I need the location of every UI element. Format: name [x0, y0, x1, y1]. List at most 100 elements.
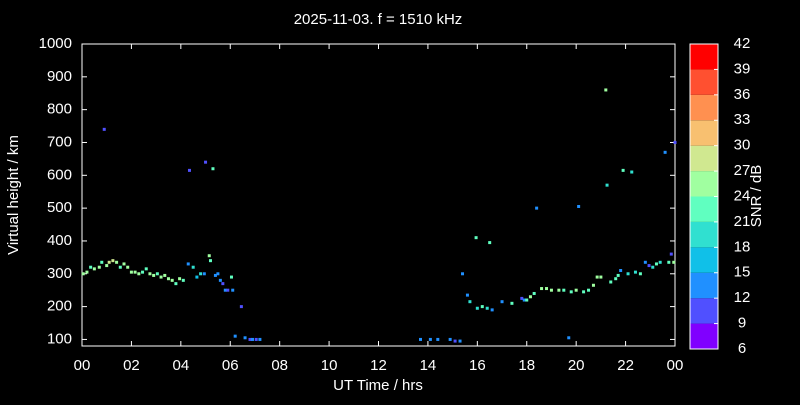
- data-point: [663, 150, 667, 154]
- x-tick-label: 04: [172, 357, 189, 374]
- data-point: [216, 272, 220, 276]
- y-tick-label: 100: [47, 330, 72, 347]
- x-tick-label: 14: [420, 357, 437, 374]
- data-point: [510, 301, 514, 305]
- data-point: [474, 236, 478, 240]
- data-point: [616, 273, 620, 277]
- data-point: [248, 337, 252, 341]
- data-point: [562, 288, 566, 292]
- data-point: [638, 272, 642, 276]
- data-point: [233, 334, 237, 338]
- data-point: [490, 308, 494, 312]
- data-point: [567, 336, 571, 340]
- data-point: [673, 140, 677, 144]
- data-point: [599, 275, 603, 279]
- data-point: [614, 277, 618, 281]
- colorbar-tick-label: 15: [734, 264, 751, 281]
- x-tick-label: 16: [469, 357, 486, 374]
- data-point: [488, 241, 492, 245]
- data-point: [111, 259, 115, 263]
- colorbar-band: [690, 298, 718, 324]
- colorbar-tick-label: 39: [734, 60, 751, 77]
- data-point: [178, 277, 182, 281]
- data-point: [626, 272, 630, 276]
- data-point: [595, 275, 599, 279]
- x-tick-label: 02: [123, 357, 140, 374]
- data-point: [604, 88, 608, 92]
- data-point: [254, 337, 258, 341]
- data-point: [126, 265, 130, 269]
- data-point: [195, 275, 199, 279]
- data-point: [152, 273, 156, 277]
- data-point: [226, 288, 230, 292]
- plot-frame: [81, 43, 676, 347]
- data-point: [448, 337, 452, 341]
- data-point: [528, 295, 532, 299]
- colorbar-tick-label: 27: [734, 162, 751, 179]
- y-tick-label: 1000: [39, 35, 72, 52]
- colorbar-tick-label: 21: [734, 213, 751, 230]
- data-point: [667, 260, 671, 264]
- colorbar-tick-label: 24: [734, 187, 751, 204]
- data-point: [643, 260, 647, 264]
- y-tick-label: 400: [47, 232, 72, 249]
- x-tick-label: 00: [74, 357, 91, 374]
- colorbar-tick-label: 6: [738, 340, 746, 357]
- data-point: [458, 339, 462, 343]
- chart-title: 2025-11-03. f = 1510 kHz: [294, 11, 463, 28]
- data-point: [545, 287, 549, 291]
- data-point: [97, 265, 101, 269]
- data-point: [465, 293, 469, 297]
- colorbar-band: [690, 247, 718, 273]
- y-tick-label: 600: [47, 166, 72, 183]
- data-point: [651, 265, 655, 269]
- data-point: [557, 288, 561, 292]
- x-tick-label: 18: [518, 357, 535, 374]
- data-point: [207, 254, 211, 258]
- x-tick-label: 00: [667, 357, 684, 374]
- data-point: [522, 298, 526, 302]
- y-tick-label: 900: [47, 68, 72, 85]
- data-point: [85, 270, 89, 274]
- data-point: [231, 288, 235, 292]
- data-point: [633, 270, 637, 274]
- data-point: [485, 306, 489, 310]
- y-tick-label: 500: [47, 199, 72, 216]
- data-point: [223, 288, 227, 292]
- data-point: [100, 260, 104, 264]
- data-point: [647, 264, 651, 268]
- data-point: [199, 272, 203, 276]
- colorbar-tick-label: 18: [734, 238, 751, 255]
- data-point: [166, 277, 170, 281]
- x-axis-label: UT Time / hrs: [333, 377, 423, 394]
- data-point: [669, 252, 673, 256]
- data-point: [574, 288, 578, 292]
- data-point: [475, 306, 479, 310]
- data-point: [187, 168, 191, 172]
- data-point: [582, 290, 586, 294]
- data-point: [250, 337, 254, 341]
- colorbar-tick-label: 42: [734, 35, 751, 52]
- colorbar-band: [690, 94, 718, 121]
- colorbar-band: [690, 171, 718, 197]
- data-point: [239, 305, 243, 309]
- colorbar-band: [690, 120, 718, 146]
- y-axis-label: Virtual height / km: [5, 135, 22, 255]
- data-point: [155, 272, 159, 276]
- data-point: [569, 290, 573, 294]
- x-tick-label: 22: [617, 357, 634, 374]
- y-tick-label: 800: [47, 101, 72, 118]
- data-point: [81, 272, 85, 276]
- data-point: [672, 260, 676, 264]
- colorbar-band: [690, 145, 718, 172]
- data-point: [118, 265, 122, 269]
- data-point: [654, 262, 658, 266]
- data-point: [115, 260, 119, 264]
- x-tick-label: 10: [321, 357, 338, 374]
- data-point: [174, 282, 178, 286]
- data-point: [221, 282, 225, 286]
- data-point: [480, 305, 484, 309]
- data-point: [461, 272, 465, 276]
- data-point: [436, 337, 440, 341]
- data-point: [453, 339, 457, 343]
